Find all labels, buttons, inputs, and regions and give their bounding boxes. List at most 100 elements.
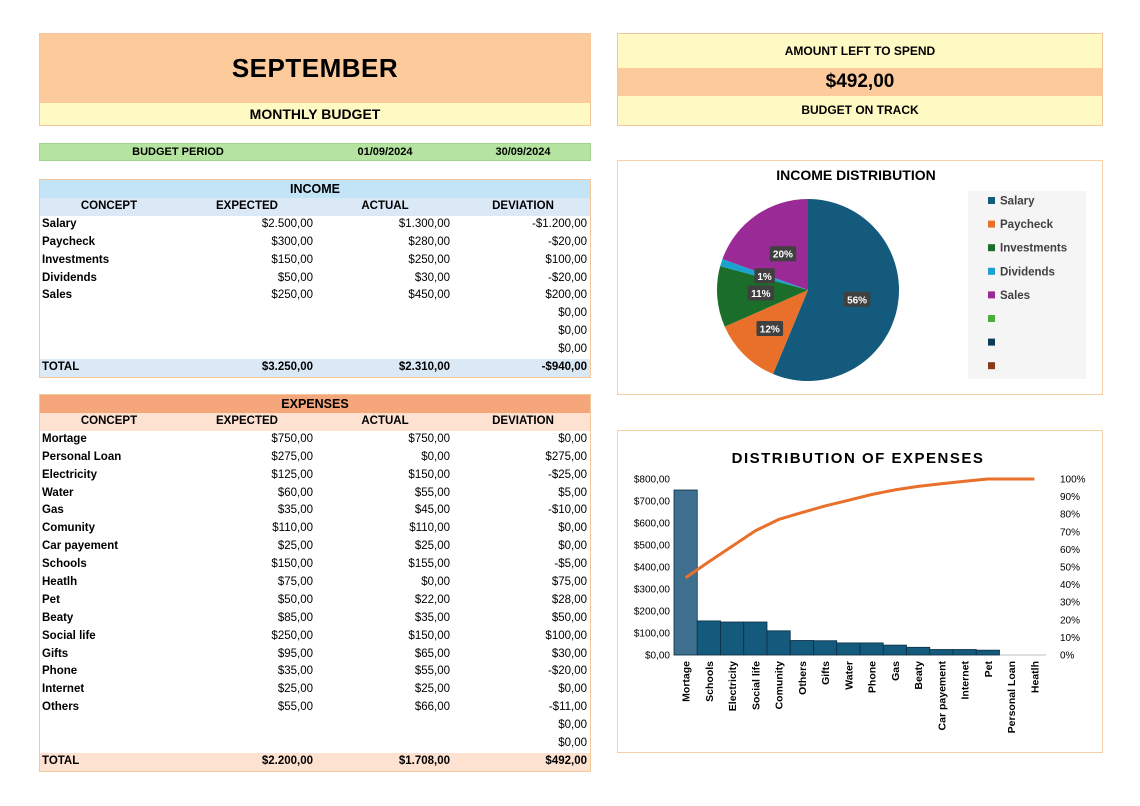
- deviation-cell[interactable]: -$25,00: [547, 468, 587, 481]
- concept-cell[interactable]: Comunity: [42, 522, 96, 535]
- deviation-cell[interactable]: -$10,00: [547, 504, 587, 517]
- expected-cell[interactable]: $95,00: [277, 647, 313, 660]
- expected-cell[interactable]: $2.500,00: [261, 217, 313, 230]
- expected-cell[interactable]: $75,00: [277, 576, 313, 589]
- deviation-cell[interactable]: $50,00: [551, 611, 587, 624]
- concept-cell[interactable]: Investments: [42, 253, 110, 266]
- concept-cell[interactable]: Salary: [42, 217, 77, 230]
- expenses-row[interactable]: Electricity $125,00 $150,00 -$25,00: [40, 467, 590, 485]
- expenses-row[interactable]: $0,00: [40, 717, 590, 735]
- actual-cell[interactable]: $280,00: [408, 235, 450, 248]
- concept-cell[interactable]: Heatlh: [42, 576, 78, 589]
- actual-cell[interactable]: $66,00: [414, 701, 450, 714]
- deviation-cell[interactable]: $30,00: [551, 647, 587, 660]
- deviation-cell[interactable]: -$20,00: [547, 235, 587, 248]
- deviation-cell[interactable]: $0,00: [558, 522, 587, 535]
- concept-cell[interactable]: Dividends: [42, 271, 97, 284]
- deviation-cell[interactable]: $0,00: [558, 719, 587, 732]
- expenses-row[interactable]: Heatlh $75,00 $0,00 $75,00: [40, 574, 590, 592]
- deviation-cell[interactable]: -$20,00: [547, 271, 587, 284]
- expected-cell[interactable]: $35,00: [277, 665, 313, 678]
- concept-cell[interactable]: Gifts: [42, 647, 69, 660]
- expected-cell[interactable]: $50,00: [277, 271, 313, 284]
- income-row[interactable]: Investments $150,00 $250,00 $100,00: [40, 252, 590, 270]
- deviation-cell[interactable]: -$11,00: [548, 701, 587, 714]
- actual-cell[interactable]: $65,00: [414, 647, 450, 660]
- actual-cell[interactable]: $35,00: [414, 611, 450, 624]
- income-row[interactable]: Paycheck $300,00 $280,00 -$20,00: [40, 234, 590, 252]
- actual-cell[interactable]: $55,00: [414, 486, 450, 499]
- actual-cell[interactable]: $55,00: [414, 665, 450, 678]
- deviation-cell[interactable]: $0,00: [558, 683, 587, 696]
- actual-cell[interactable]: $45,00: [414, 504, 450, 517]
- income-row[interactable]: Salary $2.500,00 $1.300,00 -$1.200,00: [40, 216, 590, 234]
- expected-cell[interactable]: $55,00: [277, 701, 313, 714]
- expected-cell[interactable]: $50,00: [277, 593, 313, 606]
- expenses-row[interactable]: Phone $35,00 $55,00 -$20,00: [40, 663, 590, 681]
- income-row[interactable]: Sales $250,00 $450,00 $200,00: [40, 287, 590, 305]
- concept-cell[interactable]: Pet: [42, 593, 60, 606]
- expected-cell[interactable]: $25,00: [277, 683, 313, 696]
- expected-cell[interactable]: $150,00: [271, 253, 313, 266]
- expected-cell[interactable]: $60,00: [277, 486, 313, 499]
- deviation-cell[interactable]: -$5,00: [554, 558, 587, 571]
- concept-cell[interactable]: Gas: [42, 504, 64, 517]
- expected-cell[interactable]: $250,00: [271, 629, 313, 642]
- actual-cell[interactable]: $150,00: [408, 629, 450, 642]
- actual-cell[interactable]: $22,00: [414, 593, 450, 606]
- expenses-row[interactable]: Personal Loan $275,00 $0,00 $275,00: [40, 449, 590, 467]
- deviation-cell[interactable]: -$1.200,00: [532, 217, 587, 230]
- income-row[interactable]: $0,00: [40, 323, 590, 341]
- period-start-date[interactable]: 01/09/2024: [357, 146, 413, 158]
- concept-cell[interactable]: Phone: [42, 665, 78, 678]
- deviation-cell[interactable]: $100,00: [545, 253, 587, 266]
- expenses-row[interactable]: Water $60,00 $55,00 $5,00: [40, 485, 590, 503]
- concept-cell[interactable]: Internet: [42, 683, 85, 696]
- deviation-cell[interactable]: $275,00: [545, 450, 587, 463]
- expected-cell[interactable]: $275,00: [271, 450, 313, 463]
- concept-cell[interactable]: Paycheck: [42, 235, 96, 248]
- expenses-row[interactable]: Beaty $85,00 $35,00 $50,00: [40, 610, 590, 628]
- income-row[interactable]: $0,00: [40, 305, 590, 323]
- expenses-row[interactable]: Schools $150,00 $155,00 -$5,00: [40, 556, 590, 574]
- expenses-row[interactable]: $0,00: [40, 735, 590, 753]
- actual-cell[interactable]: $450,00: [408, 289, 450, 302]
- deviation-cell[interactable]: $75,00: [551, 576, 587, 589]
- expenses-row[interactable]: Gas $35,00 $45,00 -$10,00: [40, 502, 590, 520]
- deviation-cell[interactable]: $28,00: [551, 593, 587, 606]
- actual-cell[interactable]: $25,00: [414, 683, 450, 696]
- actual-cell[interactable]: $150,00: [408, 468, 450, 481]
- expenses-row[interactable]: Others $55,00 $66,00 -$11,00: [40, 699, 590, 717]
- expected-cell[interactable]: $125,00: [271, 468, 313, 481]
- expected-cell[interactable]: $150,00: [271, 558, 313, 571]
- expected-cell[interactable]: $35,00: [277, 504, 313, 517]
- actual-cell[interactable]: $155,00: [408, 558, 450, 571]
- concept-cell[interactable]: Schools: [42, 558, 87, 571]
- actual-cell[interactable]: $25,00: [414, 540, 450, 553]
- expenses-row[interactable]: Pet $50,00 $22,00 $28,00: [40, 592, 590, 610]
- deviation-cell[interactable]: $0,00: [558, 343, 587, 356]
- concept-cell[interactable]: Beaty: [42, 611, 74, 624]
- concept-cell[interactable]: Electricity: [42, 468, 97, 481]
- expected-cell[interactable]: $110,00: [272, 522, 313, 535]
- expected-cell[interactable]: $85,00: [277, 611, 313, 624]
- expenses-row[interactable]: Social life $250,00 $150,00 $100,00: [40, 628, 590, 646]
- concept-cell[interactable]: Sales: [42, 289, 73, 302]
- deviation-cell[interactable]: -$20,00: [547, 665, 587, 678]
- concept-cell[interactable]: Water: [42, 486, 74, 499]
- expected-cell[interactable]: $750,00: [271, 432, 313, 445]
- deviation-cell[interactable]: $100,00: [545, 629, 587, 642]
- actual-cell[interactable]: $30,00: [414, 271, 450, 284]
- deviation-cell[interactable]: $200,00: [545, 289, 587, 302]
- concept-cell[interactable]: Car payement: [42, 540, 119, 553]
- actual-cell[interactable]: $250,00: [408, 253, 450, 266]
- expected-cell[interactable]: $250,00: [271, 289, 313, 302]
- concept-cell[interactable]: Others: [42, 701, 80, 714]
- expected-cell[interactable]: $300,00: [271, 235, 313, 248]
- income-row[interactable]: $0,00: [40, 341, 590, 359]
- deviation-cell[interactable]: $0,00: [558, 307, 587, 320]
- deviation-cell[interactable]: $0,00: [558, 432, 587, 445]
- expenses-row[interactable]: Mortage $750,00 $750,00 $0,00: [40, 431, 590, 449]
- actual-cell[interactable]: $1.300,00: [398, 217, 450, 230]
- concept-cell[interactable]: Personal Loan: [42, 450, 122, 463]
